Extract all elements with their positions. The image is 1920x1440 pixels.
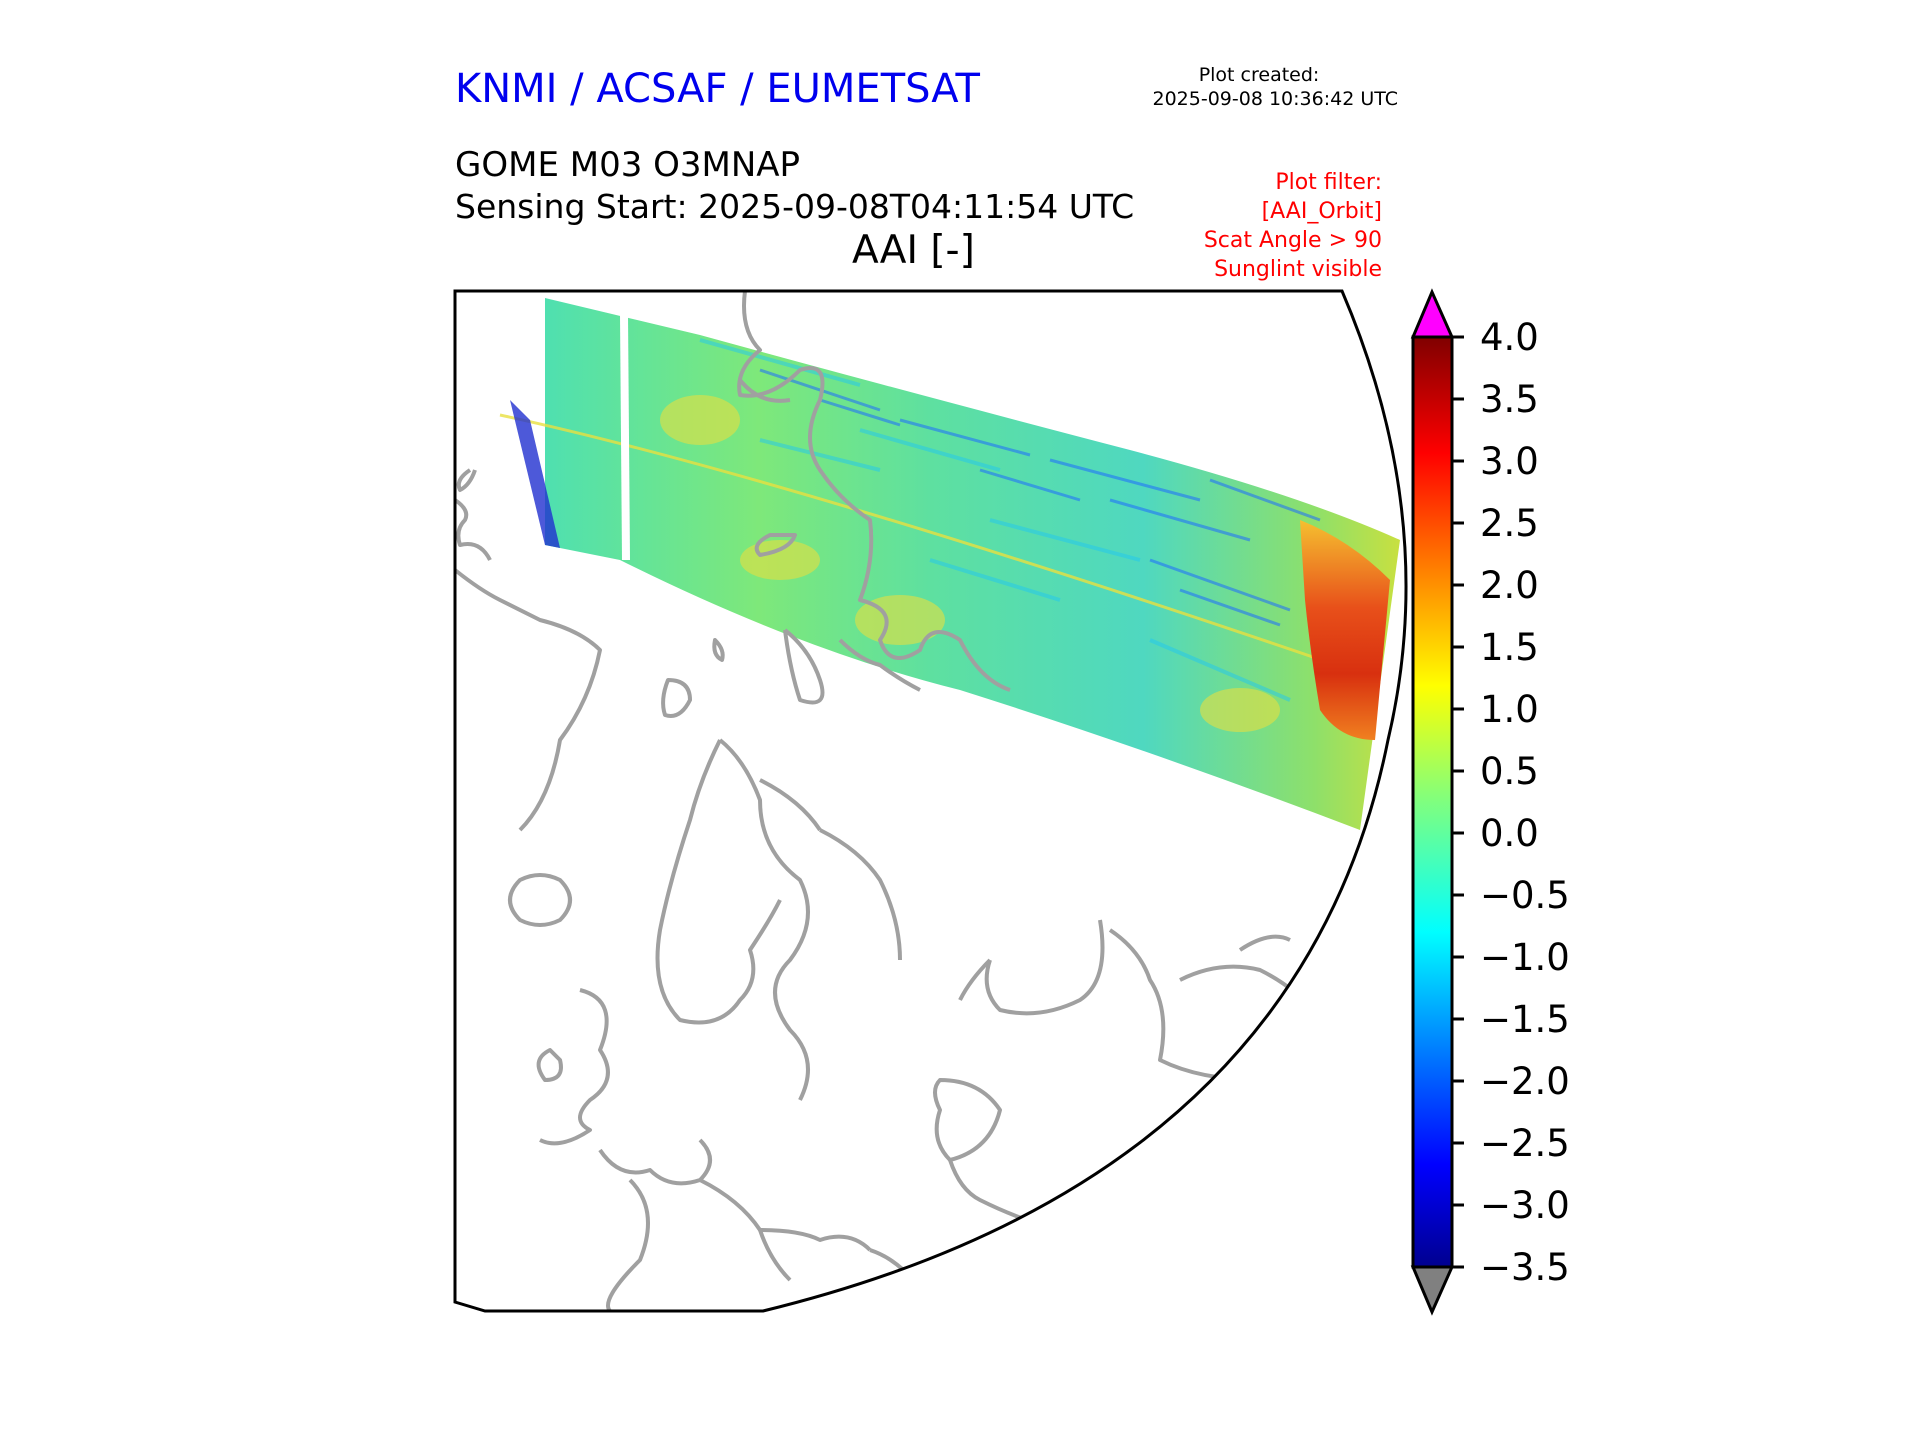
swath-left-edge bbox=[510, 400, 560, 548]
swath-cyan-streaks bbox=[699, 338, 1291, 702]
colorbar-tick-label: 0.5 bbox=[1480, 750, 1539, 793]
swath-orbit-line bbox=[499, 413, 1381, 682]
plot-filter-line: Sunglint visible bbox=[1214, 257, 1382, 282]
colorbar-tick-label: −2.5 bbox=[1480, 1122, 1570, 1165]
colorbar-tick-label: −0.5 bbox=[1480, 874, 1570, 917]
plot-created-time: 2025-09-08 10:36:42 UTC bbox=[1152, 88, 1399, 110]
colorbar-under-triangle bbox=[1410, 1265, 1455, 1316]
map-content bbox=[455, 291, 1400, 1311]
colorbar-tick-label: 2.0 bbox=[1480, 564, 1539, 607]
colorbar-ticks: 4.0 3.5 3.0 2.5 2.0 1.5 1.0 0.5 0.0 −0.5 −1.0 −1.5 −… bbox=[1452, 316, 1570, 1289]
colorbar-tick-label: −1.0 bbox=[1480, 936, 1570, 979]
plot-filter-line: Scat Angle > 90 bbox=[1203, 228, 1382, 253]
colorbar-over-triangle bbox=[1410, 288, 1455, 339]
swath-gap bbox=[620, 315, 630, 560]
swath-high-aai bbox=[1300, 520, 1390, 740]
plot-filter-line: [AAI_Orbit] bbox=[1261, 199, 1382, 224]
colorbar-tick-label: 3.0 bbox=[1480, 440, 1539, 483]
sensing-start: Sensing Start: 2025-09-08T04:11:54 UTC bbox=[455, 187, 1135, 226]
variable-title: AAI [-] bbox=[852, 228, 975, 273]
swath bbox=[545, 298, 1400, 830]
colorbar-tick-label: 4.0 bbox=[1480, 316, 1539, 359]
colorbar-tick-label: 3.5 bbox=[1480, 378, 1539, 421]
plot-filter-heading: Plot filter: bbox=[1275, 170, 1382, 195]
colorbar-tick-label: 1.5 bbox=[1480, 626, 1539, 669]
colorbar-tick-label: −3.0 bbox=[1480, 1184, 1570, 1227]
colorbar-tick-label: −2.0 bbox=[1480, 1060, 1570, 1103]
colorbar-tick-label: 2.5 bbox=[1480, 502, 1539, 545]
colorbar-gradient bbox=[1411, 335, 1454, 1269]
plot-created-label: Plot created: bbox=[1198, 64, 1320, 86]
plot-filter: Plot filter: [AAI_Orbit] Scat Angle > 90… bbox=[1204, 168, 1382, 284]
colorbar-tick-label: −3.5 bbox=[1480, 1246, 1570, 1289]
colorbar-tick-label: −1.5 bbox=[1480, 998, 1570, 1041]
header-organization: KNMI / ACSAF / EUMETSAT bbox=[455, 66, 980, 112]
colorbar-tick-label: 1.0 bbox=[1480, 688, 1539, 731]
map-frame bbox=[453, 289, 1408, 1313]
colorbar-tick-label: 0.0 bbox=[1480, 812, 1539, 855]
product-title: GOME M03 O3MNAP bbox=[455, 145, 801, 185]
